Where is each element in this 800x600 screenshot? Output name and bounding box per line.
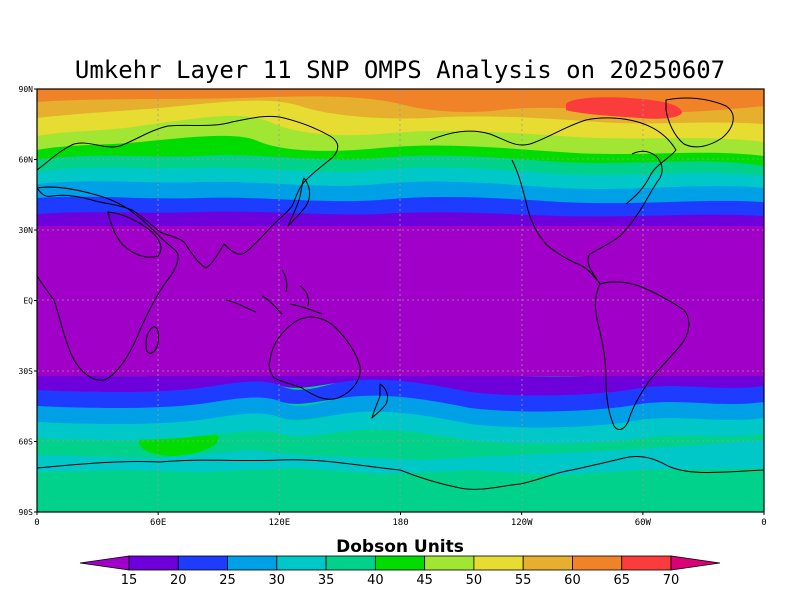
colorbar-swatch <box>227 555 278 571</box>
coastline-greenland <box>665 97 734 148</box>
colorbar-high-extend <box>670 555 721 571</box>
colorbar-level-label: 20 <box>170 573 187 588</box>
lon-tick-label: 60W <box>635 518 652 528</box>
colorbar-swatch <box>473 555 524 571</box>
coastline-australia <box>268 316 361 400</box>
colorbar-swatch <box>128 555 179 571</box>
lat-tick-label: 60N <box>19 156 34 165</box>
colorbar-level-label: 60 <box>564 573 581 588</box>
field-band-30-35-north <box>37 165 764 189</box>
coastline-eurasia <box>37 115 339 269</box>
lon-tick-label: 0 <box>761 518 766 528</box>
map-title: Umkehr Layer 11 SNP OMPS Analysis on 202… <box>75 56 725 84</box>
coastline-south-america <box>594 281 690 430</box>
colorbar-swatch <box>374 555 426 571</box>
coastline-africa <box>37 186 179 381</box>
coastline-indonesia <box>225 269 323 315</box>
colorbar-swatch <box>621 555 672 571</box>
colorbar-swatch <box>276 555 327 571</box>
field-band-50-55-north <box>37 98 764 142</box>
colorbar-swatch <box>177 555 228 571</box>
colorbar <box>79 555 721 571</box>
colorbar-level-label: 70 <box>663 573 680 588</box>
map-panel: 90N 60N 30N EQ 30S 60S 90S 0 60E 120E 180 120W 60W 0 <box>19 85 767 528</box>
colorbar-swatch <box>424 555 475 571</box>
colorbar-level-label: 50 <box>466 573 483 588</box>
colorbar-level-label: 65 <box>613 573 630 588</box>
coastline-antarctica <box>37 455 764 490</box>
field-band-55-60-north <box>37 94 764 124</box>
colorbar-swatch <box>522 555 573 571</box>
colorbar-level-label: 45 <box>416 573 433 588</box>
colorbar-level-label: 55 <box>515 573 532 588</box>
coastline-new-zealand <box>371 383 389 419</box>
lon-tick-label: 60E <box>150 518 166 528</box>
lon-tick-label: 0 <box>34 518 39 528</box>
colorbar-level-label: 40 <box>367 573 384 588</box>
colorbar-level-label: 15 <box>121 573 138 588</box>
coastline-arabia <box>107 211 162 258</box>
field-region-65-70-north <box>566 97 682 119</box>
coastline-alaska-canada <box>429 117 677 205</box>
lon-tick-label: 120W <box>511 518 533 528</box>
field-band-40-45-north <box>37 133 764 166</box>
coastline-north-america <box>511 150 663 285</box>
colorbar-swatch <box>572 555 623 571</box>
lat-tick-label: 60S <box>19 438 34 447</box>
lat-tick-label: 90N <box>19 85 34 94</box>
field-band-below-15-tropics <box>37 224 764 376</box>
ozone-contour-field <box>37 89 764 512</box>
colorbar-labels: 15 20 25 30 35 40 45 50 55 60 65 70 <box>121 573 680 588</box>
field-band-15-20-south <box>37 370 764 396</box>
field-band-20-25-north <box>37 194 764 217</box>
colorbar-level-label: 35 <box>318 573 335 588</box>
longitude-tick-labels: 0 60E 120E 180 120W 60W 0 <box>34 512 767 528</box>
lon-tick-label: 180 <box>392 518 408 528</box>
field-band-15-20-north <box>37 209 764 226</box>
latitude-tick-labels: 90N 60N 30N EQ 30S 60S 90S <box>19 85 37 517</box>
lon-tick-label: 120E <box>268 518 290 528</box>
field-band-35-40-south <box>37 440 764 475</box>
colorbar-level-label: 25 <box>219 573 236 588</box>
coastlines <box>37 97 764 490</box>
lat-tick-label: EQ <box>23 297 33 306</box>
colorbar-level-label: 30 <box>269 573 286 588</box>
colorbar-low-extend <box>79 555 130 571</box>
coastline-japan <box>287 177 311 227</box>
lat-tick-label: 30N <box>19 226 34 235</box>
colorbar-swatch <box>325 555 376 571</box>
lat-tick-label: 30S <box>19 367 34 376</box>
lat-tick-label: 90S <box>19 508 34 517</box>
colorbar-title: Dobson Units <box>336 537 464 557</box>
field-band-25-30-north <box>37 179 764 204</box>
coastline-madagascar <box>145 326 159 354</box>
